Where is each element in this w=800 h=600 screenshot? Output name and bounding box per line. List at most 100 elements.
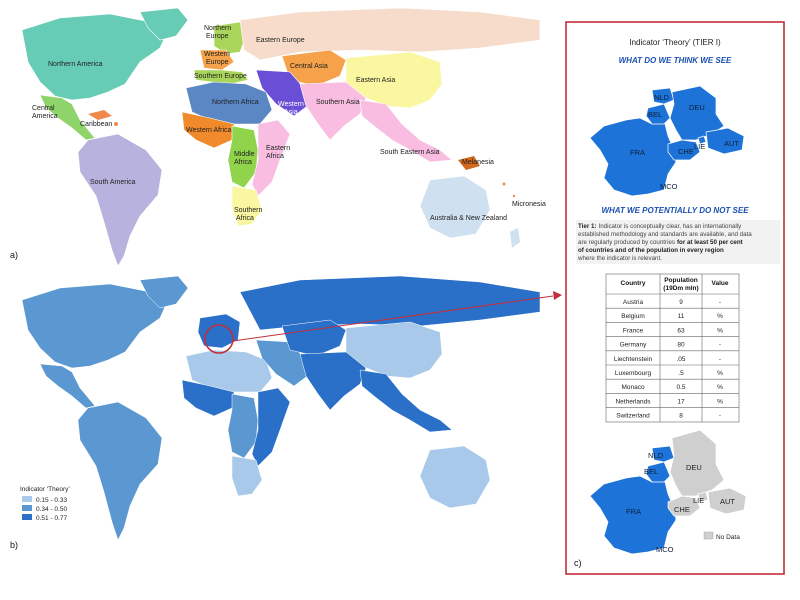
region-eastern-africa[interactable] <box>251 119 291 197</box>
label-micronesia: Micronesia <box>512 201 546 208</box>
tier-line-3: are regularly produced by countries for a… <box>578 239 743 246</box>
country-east-africa[interactable] <box>251 387 291 467</box>
table-cell-country: France <box>623 327 644 334</box>
country-australia[interactable] <box>419 445 491 509</box>
tier-bold-1: for at least 50 per cent <box>677 239 743 246</box>
top-country-fra[interactable] <box>589 117 677 197</box>
label-southern-africa-2: Africa <box>236 215 254 222</box>
bottom-country-che[interactable] <box>667 495 701 517</box>
region-caribbean-isles <box>114 122 118 126</box>
top-country-nld[interactable] <box>651 87 675 105</box>
label-northern-europe-1: Northern <box>204 25 231 32</box>
top-code-nld: NLD <box>654 93 670 102</box>
country-central-asia[interactable] <box>281 319 347 357</box>
table-cell-value: - <box>719 413 721 420</box>
country-southeast-asia[interactable] <box>359 369 453 433</box>
bottom-code-deu: DEU <box>686 463 702 472</box>
top-code-aut: AUT <box>724 139 739 148</box>
legend-label-high: 0.51 - 0.77 <box>36 515 67 522</box>
zoom-connector-arrowhead <box>553 291 562 300</box>
bottom-code-nld: NLD <box>648 451 664 460</box>
label-central-america-1: Central <box>32 105 55 112</box>
table-cell-value: % <box>717 398 723 405</box>
country-west-africa[interactable] <box>181 379 235 417</box>
label-south-eastern-asia: South Eastern Asia <box>380 149 440 156</box>
label-central-america-2: America <box>32 113 58 120</box>
table-cell-country: Liechtenstein <box>614 356 653 363</box>
region-central-america[interactable] <box>39 94 96 141</box>
table-cell-value: % <box>717 384 723 391</box>
no-data-swatch <box>703 531 714 540</box>
country-south-africa[interactable] <box>231 455 263 497</box>
legend-swatch-high <box>22 514 32 520</box>
bottom-code-fra: FRA <box>626 507 641 516</box>
region-southern-europe[interactable] <box>193 69 249 85</box>
label-australia-new-zealand: Australia & New Zealand <box>430 215 507 222</box>
label-middle-africa-2: Africa <box>234 159 252 166</box>
panel-label-c: c) <box>574 558 582 568</box>
mini-map-top: NLD BEL DEU FRA CHE LIE AUT MCO <box>589 85 745 197</box>
table-cell-value: - <box>719 356 721 363</box>
label-middle-africa-1: Middle <box>234 151 255 158</box>
table-cell-country: Luxembourg <box>615 370 652 377</box>
label-eastern-africa-1: Eastern <box>266 145 290 152</box>
country-russia[interactable] <box>239 275 541 331</box>
country-south-america[interactable] <box>77 401 163 541</box>
table-cell-country: Belgium <box>621 313 644 320</box>
region-australia-new-zealand[interactable] <box>419 175 491 239</box>
label-central-asia: Central Asia <box>290 63 328 70</box>
legend-swatch-low <box>22 496 32 502</box>
region-southern-asia[interactable] <box>299 81 367 141</box>
bottom-country-lie[interactable] <box>697 491 709 503</box>
region-southern-africa[interactable] <box>231 185 263 227</box>
top-code-lie: LIE <box>694 142 705 151</box>
label-western-asia-1: Western <box>278 101 304 108</box>
table-cell-value: % <box>717 327 723 334</box>
label-northern-africa: Northern Africa <box>212 99 259 106</box>
region-western-europe[interactable] <box>199 49 235 71</box>
region-northern-america[interactable] <box>21 13 169 101</box>
bottom-country-nld[interactable] <box>651 445 675 463</box>
region-western-africa[interactable] <box>181 111 235 149</box>
mini-map-bottom: NLD BEL DEU FRA CHE LIE AUT MCO No Data <box>589 429 747 555</box>
region-eastern-europe[interactable] <box>239 7 541 61</box>
top-code-fra: FRA <box>630 148 645 157</box>
region-new-zealand[interactable] <box>510 228 520 248</box>
table-rows: Austria 9 - Belgium 11 % France 63 % Germany 80 - Li… <box>606 293 739 420</box>
table-cell-population: 17 <box>677 398 685 405</box>
region-caribbean[interactable] <box>88 110 112 120</box>
table-cell-country: Netherlands <box>615 398 651 405</box>
country-india[interactable] <box>299 351 367 411</box>
bottom-country-aut[interactable] <box>707 487 747 515</box>
region-micronesia-isles-2 <box>512 194 516 198</box>
zoom-highlight-circle[interactable] <box>204 324 234 354</box>
tier-text-2: established methodology and standards ar… <box>578 231 752 238</box>
top-code-bel: BEL <box>648 110 662 119</box>
table-cell-country: Monaco <box>621 384 645 391</box>
country-greenland[interactable] <box>139 275 189 309</box>
table-cell-population: 11 <box>678 313 685 320</box>
region-south-america[interactable] <box>77 133 163 267</box>
legend-label-mid: 0.34 - 0.50 <box>36 506 67 513</box>
top-country-aut[interactable] <box>705 127 745 155</box>
label-eastern-asia: Eastern Asia <box>356 77 395 84</box>
legend-swatch-mid <box>22 505 32 511</box>
bottom-country-fra[interactable] <box>589 475 677 555</box>
region-south-eastern-asia[interactable] <box>359 99 453 163</box>
label-melanesia: Melanesia <box>462 159 494 166</box>
label-eastern-africa-2: Africa <box>266 153 284 160</box>
label-northern-america: Northern America <box>48 61 103 68</box>
region-western-asia[interactable] <box>255 69 311 117</box>
no-data-label: No Data <box>716 534 740 541</box>
top-country-lie[interactable] <box>697 135 707 145</box>
map-b-choropleth: Indicator ‘Theory’ 0.15 - 0.33 0.34 - 0.… <box>10 275 562 550</box>
country-europe[interactable] <box>197 313 241 349</box>
tier-label: Tier 1: <box>578 223 596 230</box>
country-canada-usa[interactable] <box>21 283 169 369</box>
region-greenland[interactable] <box>139 7 189 41</box>
top-code-mco: MCO <box>660 182 678 191</box>
region-melanesia[interactable] <box>458 156 480 170</box>
country-mexico[interactable] <box>39 363 96 409</box>
top-country-che[interactable] <box>667 139 701 161</box>
